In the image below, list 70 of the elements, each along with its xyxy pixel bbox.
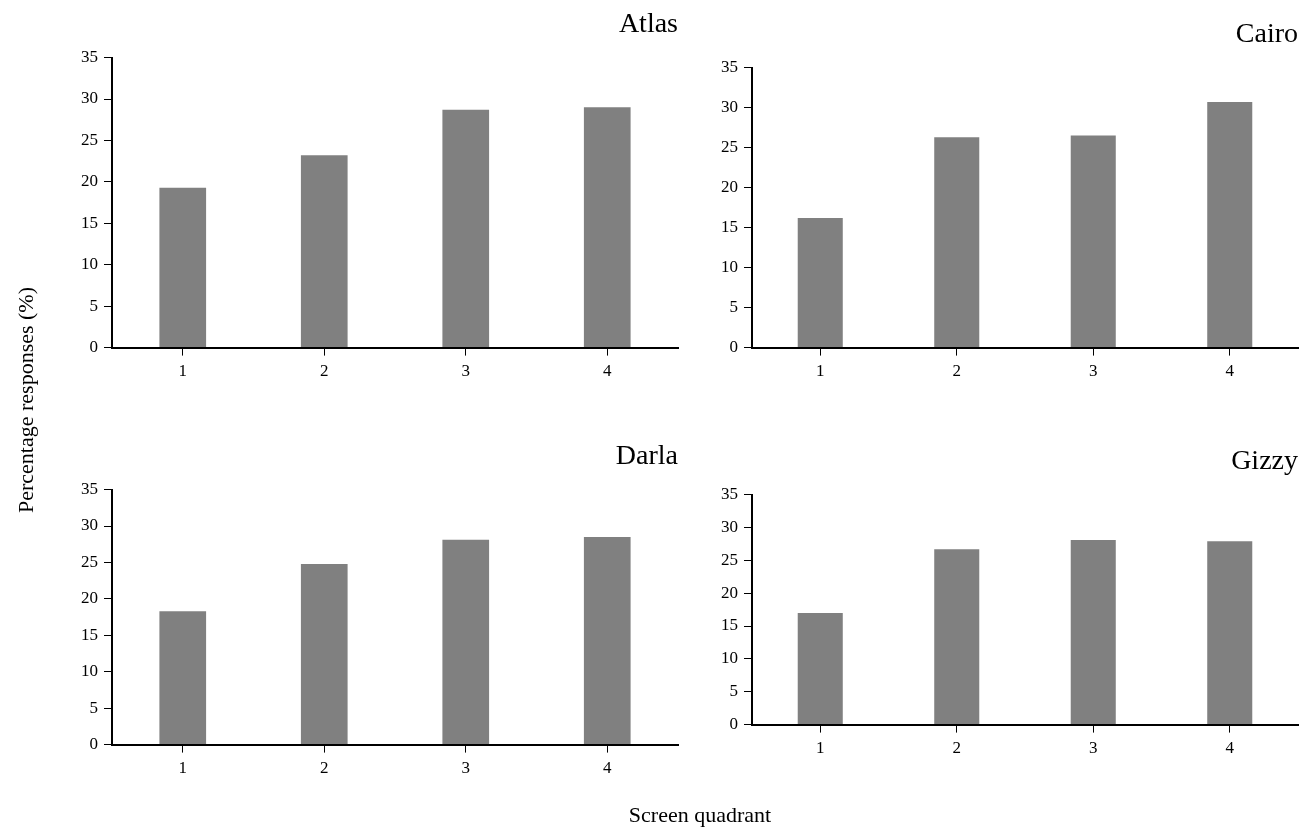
bar xyxy=(934,549,980,725)
bar xyxy=(159,611,207,745)
y-tick-label: 30 xyxy=(721,516,738,536)
y-tick-label: 25 xyxy=(81,129,98,149)
bar xyxy=(442,539,490,745)
bar xyxy=(1070,135,1116,348)
bar xyxy=(934,137,980,348)
x-tick-label: 3 xyxy=(1089,361,1098,381)
y-tick-label: 20 xyxy=(81,171,98,191)
y-tick-label: 10 xyxy=(81,254,98,274)
y-tick-label: 35 xyxy=(81,479,98,499)
x-tick-label: 1 xyxy=(178,361,187,381)
y-tick-label: 10 xyxy=(721,257,738,277)
x-tick-label: 3 xyxy=(461,758,470,778)
y-tick-label: 25 xyxy=(721,137,738,157)
bar xyxy=(300,563,348,745)
y-tick-label: 35 xyxy=(721,484,738,504)
y-tick-label: 25 xyxy=(81,551,98,571)
chart-title: Atlas xyxy=(618,7,678,39)
bar xyxy=(797,612,843,725)
y-tick-label: 35 xyxy=(721,57,738,77)
y-tick-label: 20 xyxy=(721,582,738,602)
y-tick-label: 0 xyxy=(89,734,98,754)
bar xyxy=(583,536,631,745)
x-tick-label: 2 xyxy=(320,361,329,381)
bar xyxy=(1207,102,1253,348)
y-tick-label: 20 xyxy=(81,588,98,608)
x-tick-label: 1 xyxy=(816,738,825,758)
x-tick-label: 1 xyxy=(816,361,825,381)
x-tick-label: 2 xyxy=(952,738,961,758)
y-tick-label: 20 xyxy=(721,177,738,197)
y-tick-label: 15 xyxy=(81,624,98,644)
y-tick-label: 30 xyxy=(81,515,98,535)
x-tick-label: 4 xyxy=(603,361,612,381)
y-tick-label: 35 xyxy=(81,47,98,67)
y-tick-label: 5 xyxy=(89,295,98,315)
y-tick-label: 30 xyxy=(81,88,98,108)
bar xyxy=(442,109,490,348)
x-axis-title: Screen quadrant xyxy=(628,802,772,828)
chart-title: Gizzy xyxy=(1231,444,1298,476)
x-tick-label: 4 xyxy=(603,758,612,778)
y-axis-title: Percentage responses (%) xyxy=(13,286,39,514)
y-tick-label: 15 xyxy=(81,212,98,232)
y-tick-label: 5 xyxy=(729,681,738,701)
x-tick-label: 3 xyxy=(1089,738,1098,758)
y-tick-label: 10 xyxy=(81,661,98,681)
chart-title: Cairo xyxy=(1235,17,1298,49)
y-tick-label: 0 xyxy=(729,714,738,734)
y-tick-label: 30 xyxy=(721,97,738,117)
bar xyxy=(797,218,843,348)
bar xyxy=(159,187,207,348)
bar xyxy=(300,155,348,348)
y-tick-label: 0 xyxy=(89,337,98,357)
x-tick-label: 4 xyxy=(1225,738,1235,758)
y-tick-label: 10 xyxy=(721,648,738,668)
y-tick-label: 15 xyxy=(721,615,738,635)
bar xyxy=(583,107,631,348)
bar xyxy=(1070,539,1116,725)
x-tick-label: 2 xyxy=(320,758,329,778)
y-tick-label: 5 xyxy=(89,697,98,717)
y-tick-label: 0 xyxy=(729,337,738,357)
x-tick-label: 1 xyxy=(178,758,187,778)
x-tick-label: 4 xyxy=(1225,361,1235,381)
y-tick-label: 15 xyxy=(721,217,738,237)
x-tick-label: 3 xyxy=(461,361,470,381)
y-tick-label: 5 xyxy=(729,297,738,317)
bar xyxy=(1207,541,1253,725)
y-tick-label: 25 xyxy=(721,549,738,569)
chart-title: Darla xyxy=(615,439,679,471)
x-tick-label: 2 xyxy=(952,361,961,381)
